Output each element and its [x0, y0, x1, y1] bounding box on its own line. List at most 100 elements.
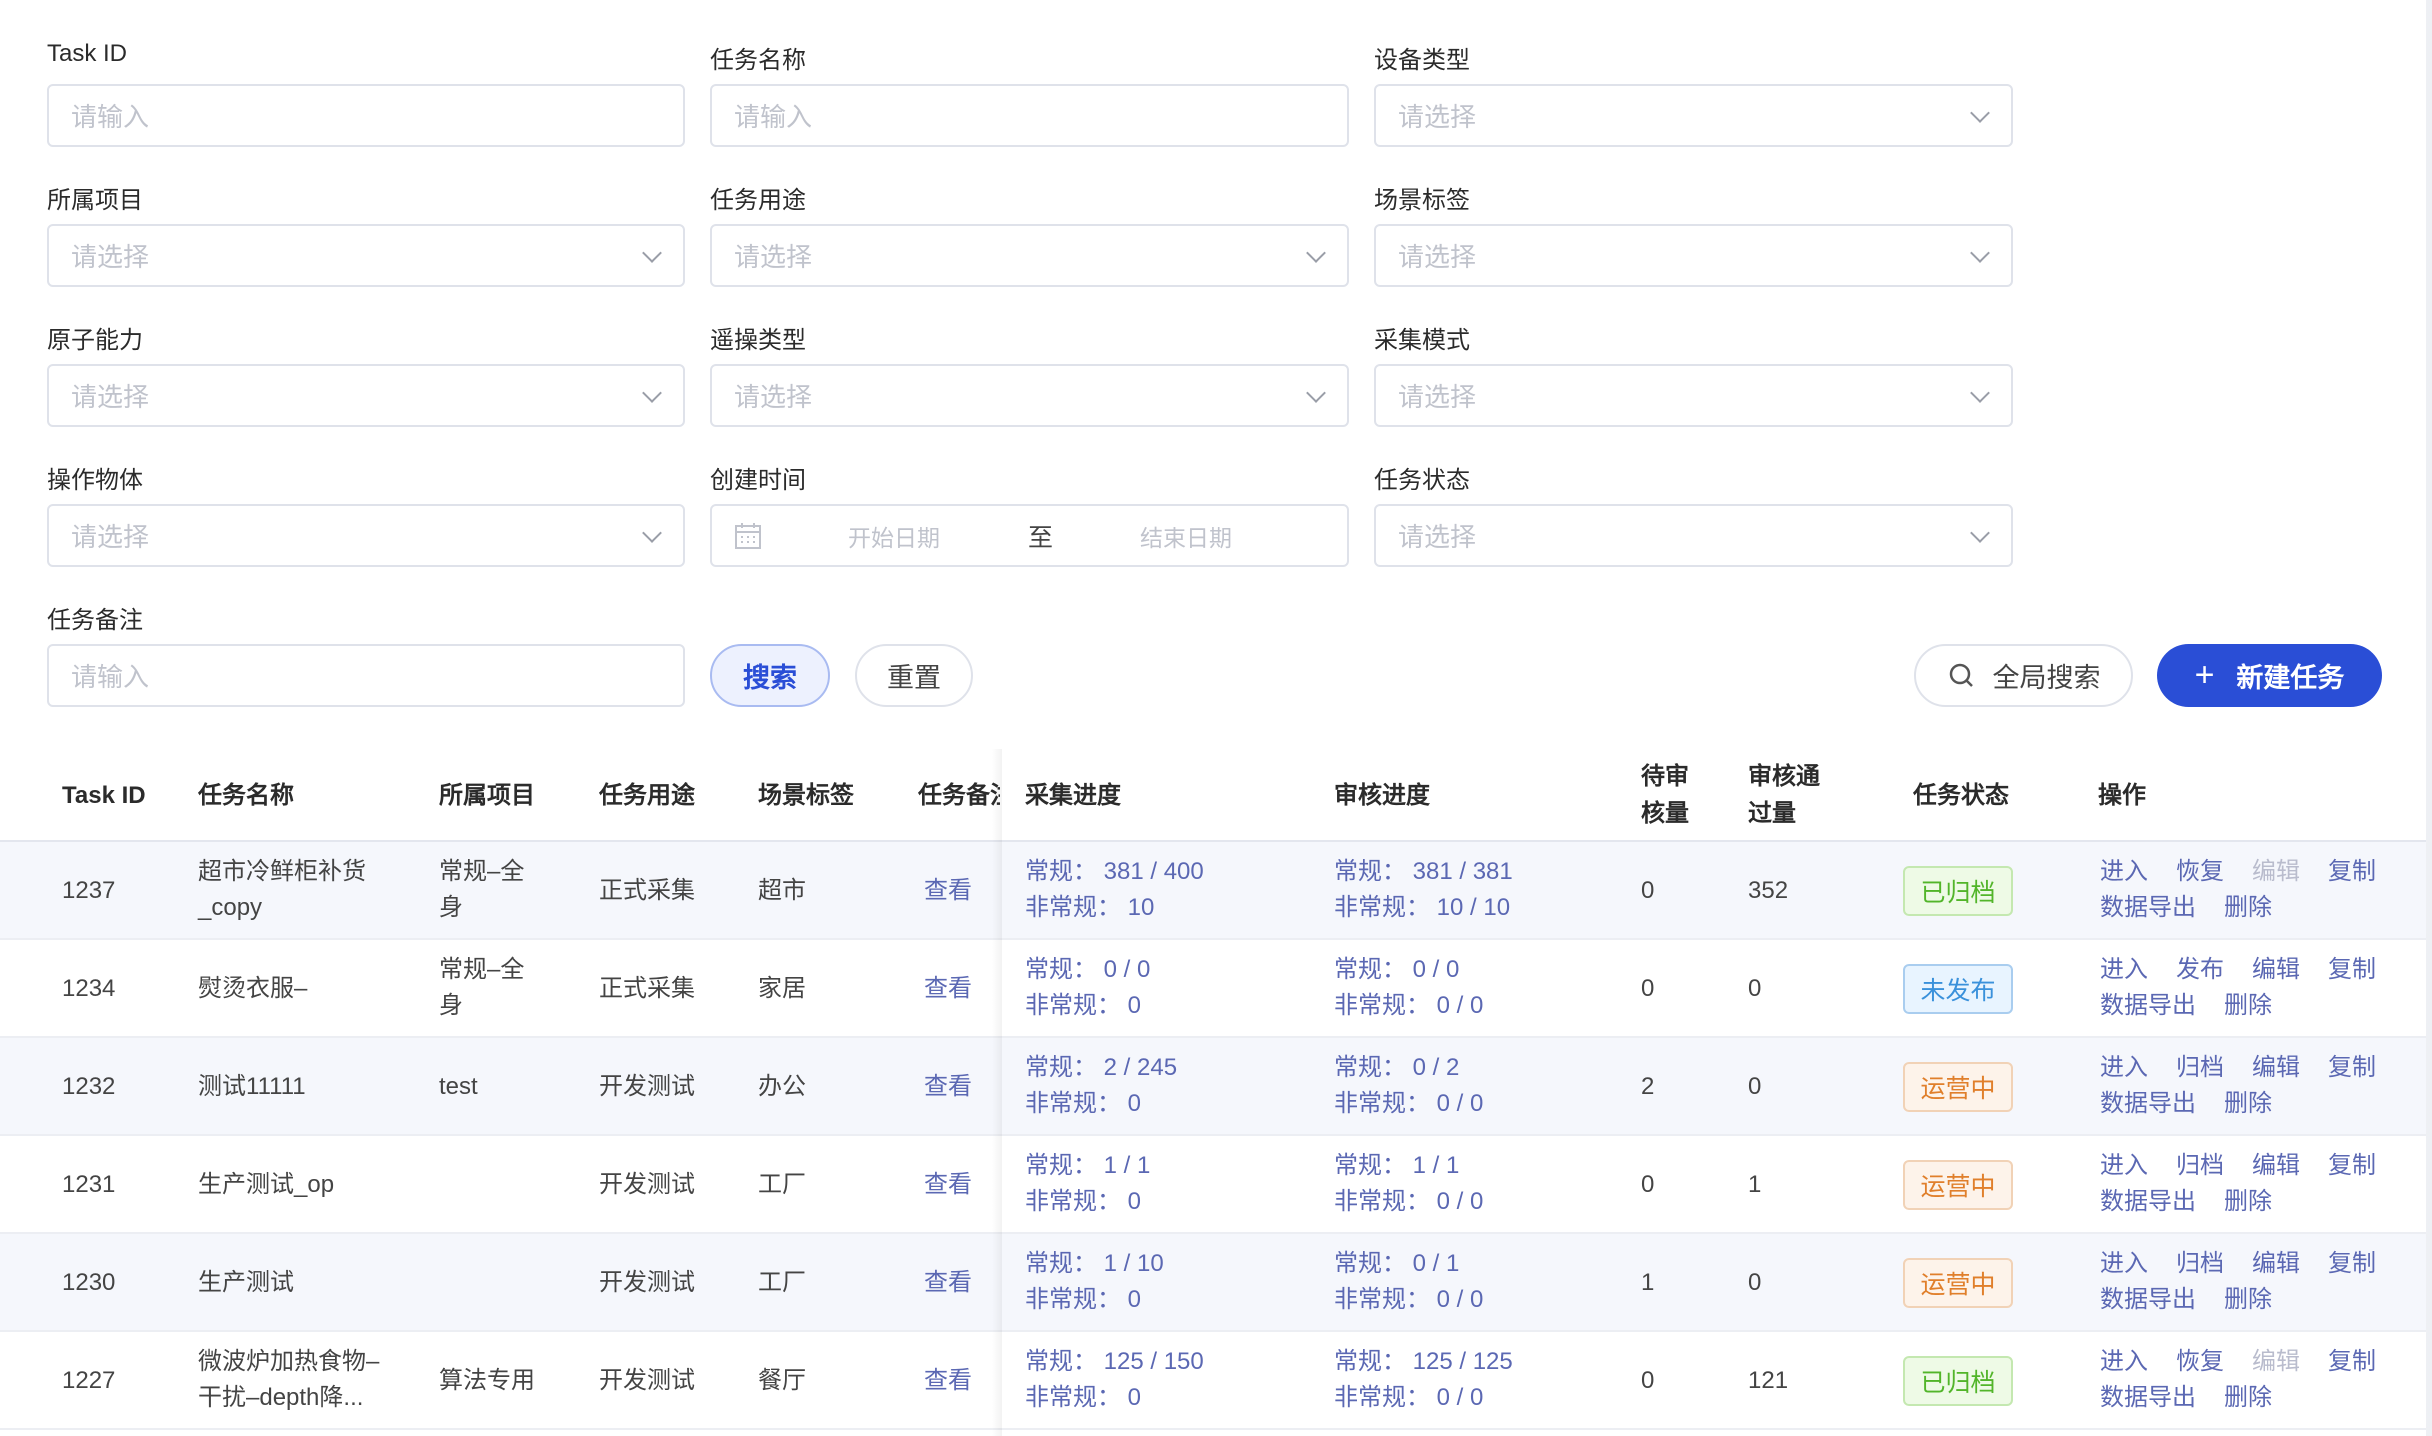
scrollbar[interactable] — [2426, 0, 2432, 1436]
collect-progress: 常规： 381 / 400 — [1025, 858, 1204, 885]
purpose: 正式采集 — [599, 877, 695, 904]
op-edit-link[interactable]: 编辑 — [2252, 1054, 2300, 1081]
chevron-down-icon — [642, 243, 662, 263]
table-row[interactable] — [0, 1038, 2432, 1136]
view-remark-link[interactable]: 查看 — [924, 1171, 972, 1198]
table-row[interactable] — [0, 1234, 2432, 1332]
task-id: 1234 — [62, 975, 116, 1002]
op-secondary-link[interactable]: 归档 — [2176, 1250, 2224, 1277]
op-secondary-link[interactable]: 发布 — [2176, 956, 2224, 983]
op-secondary-link[interactable]: 归档 — [2176, 1054, 2224, 1081]
filter-input[interactable]: 请输入 — [47, 84, 685, 147]
project: 身 — [439, 992, 463, 1019]
status-badge: 未发布 — [1903, 964, 2013, 1014]
op-delete-link[interactable]: 删除 — [2224, 1384, 2272, 1411]
op-edit-link[interactable]: 编辑 — [2252, 1152, 2300, 1179]
filter-label: 原子能力 — [47, 327, 143, 354]
op-edit-link[interactable]: 编辑 — [2252, 858, 2300, 885]
op-export-link[interactable]: 数据导出 — [2100, 1090, 2196, 1117]
op-copy-link[interactable]: 复制 — [2328, 956, 2376, 983]
filter-input[interactable]: 请输入 — [47, 644, 685, 707]
op-enter-link[interactable]: 进入 — [2100, 1152, 2148, 1179]
op-delete-link[interactable]: 删除 — [2224, 1286, 2272, 1313]
op-edit-link[interactable]: 编辑 — [2252, 1250, 2300, 1277]
chevron-down-icon — [1306, 243, 1326, 263]
scene-tag: 工厂 — [758, 1171, 806, 1198]
op-export-link[interactable]: 数据导出 — [2100, 1286, 2196, 1313]
column-header: 待审 核量 — [1641, 763, 1689, 827]
op-copy-link[interactable]: 复制 — [2328, 1054, 2376, 1081]
project: 身 — [439, 894, 463, 921]
start-date-input[interactable]: 开始日期 — [848, 524, 940, 551]
purpose: 开发测试 — [599, 1367, 695, 1394]
task-id: 1237 — [62, 877, 116, 904]
chevron-down-icon — [1970, 523, 1990, 543]
filter-select[interactable]: 请选择 — [710, 364, 1349, 427]
view-remark-link[interactable]: 查看 — [924, 1073, 972, 1100]
op-copy-link[interactable]: 复制 — [2328, 1152, 2376, 1179]
collect-progress: 非常规： 10 — [1025, 894, 1155, 921]
pending-review-count: 1 — [1641, 1269, 1655, 1296]
filter-select[interactable]: 请选择 — [1374, 364, 2013, 427]
filter-select[interactable]: 请选择 — [1374, 504, 2013, 567]
filter-label: 场景标签 — [1374, 187, 1470, 214]
created-date-range-picker[interactable]: 开始日期 至 结束日期 — [710, 504, 1349, 567]
filter-select[interactable]: 请选择 — [47, 224, 685, 287]
column-header: Task ID — [62, 782, 146, 809]
collect-progress: 非常规： 0 — [1025, 992, 1142, 1019]
op-edit-link[interactable]: 编辑 — [2252, 1348, 2300, 1375]
filter-label: 任务备注 — [47, 607, 143, 634]
project: 常规–全 — [439, 858, 525, 885]
op-delete-link[interactable]: 删除 — [2224, 894, 2272, 921]
op-delete-link[interactable]: 删除 — [2224, 1090, 2272, 1117]
column-header: 场景标签 — [758, 782, 854, 809]
task-name: _copy — [198, 894, 263, 921]
op-edit-link[interactable]: 编辑 — [2252, 956, 2300, 983]
global-search-button[interactable]: 全局搜索 — [1914, 644, 2133, 707]
filter-select[interactable]: 请选择 — [710, 224, 1349, 287]
op-copy-link[interactable]: 复制 — [2328, 1250, 2376, 1277]
op-secondary-link[interactable]: 恢复 — [2176, 858, 2224, 885]
op-copy-link[interactable]: 复制 — [2328, 1348, 2376, 1375]
op-export-link[interactable]: 数据导出 — [2100, 894, 2196, 921]
op-export-link[interactable]: 数据导出 — [2100, 1384, 2196, 1411]
op-export-link[interactable]: 数据导出 — [2100, 992, 2196, 1019]
reset-button[interactable]: 重置 — [855, 644, 973, 707]
status-badge: 运营中 — [1903, 1160, 2013, 1210]
op-enter-link[interactable]: 进入 — [2100, 858, 2148, 885]
op-secondary-link[interactable]: 归档 — [2176, 1152, 2224, 1179]
filter-select[interactable]: 请选择 — [1374, 224, 2013, 287]
column-header: 任务备注 — [918, 782, 1000, 809]
column-header: 采集进度 — [1025, 782, 1121, 809]
scene-tag: 超市 — [758, 877, 806, 904]
filter-select[interactable]: 请选择 — [47, 504, 685, 567]
filter-select[interactable]: 请选择 — [1374, 84, 2013, 147]
filter-input[interactable]: 请输入 — [710, 84, 1349, 147]
search-button[interactable]: 搜索 — [710, 644, 830, 707]
op-enter-link[interactable]: 进入 — [2100, 956, 2148, 983]
view-remark-link[interactable]: 查看 — [924, 1269, 972, 1296]
table-row[interactable] — [0, 1136, 2432, 1234]
op-delete-link[interactable]: 删除 — [2224, 1188, 2272, 1215]
view-remark-link[interactable]: 查看 — [924, 975, 972, 1002]
purpose: 开发测试 — [599, 1269, 695, 1296]
op-enter-link[interactable]: 进入 — [2100, 1054, 2148, 1081]
view-remark-link[interactable]: 查看 — [924, 1367, 972, 1394]
table-row[interactable] — [0, 940, 2432, 1038]
new-task-button[interactable]: + 新建任务 — [2157, 644, 2382, 707]
op-delete-link[interactable]: 删除 — [2224, 992, 2272, 1019]
task-name: 熨烫衣服– — [198, 975, 308, 1002]
view-remark-link[interactable]: 查看 — [924, 877, 972, 904]
op-copy-link[interactable]: 复制 — [2328, 858, 2376, 885]
table-row[interactable] — [0, 1332, 2432, 1430]
op-enter-link[interactable]: 进入 — [2100, 1348, 2148, 1375]
filter-select[interactable]: 请选择 — [47, 364, 685, 427]
op-enter-link[interactable]: 进入 — [2100, 1250, 2148, 1277]
op-secondary-link[interactable]: 恢复 — [2176, 1348, 2224, 1375]
end-date-input[interactable]: 结束日期 — [1140, 524, 1232, 551]
scene-tag: 餐厅 — [758, 1367, 806, 1394]
op-export-link[interactable]: 数据导出 — [2100, 1188, 2196, 1215]
table-row[interactable] — [0, 842, 2432, 940]
filter-label: 采集模式 — [1374, 327, 1470, 354]
column-header: 所属项目 — [439, 782, 535, 809]
